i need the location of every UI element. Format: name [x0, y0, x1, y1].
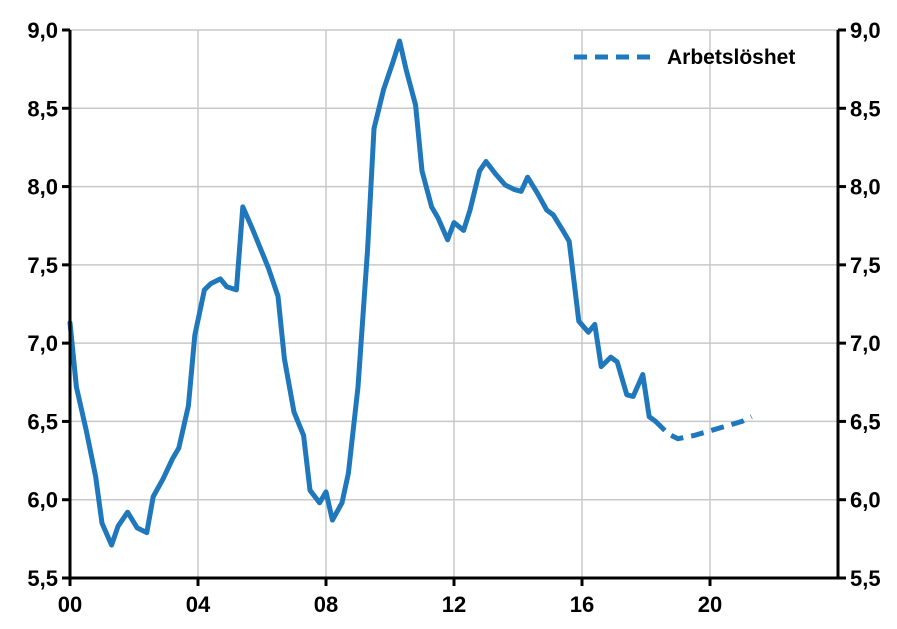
series-line-arbetsloshet-forecast	[656, 417, 752, 439]
right-y-tick-label: 6,0	[850, 488, 881, 513]
left-y-tick-label: 6,5	[27, 409, 58, 434]
right-y-tick-label: 5,5	[850, 566, 881, 591]
right-y-tick-label: 8,0	[850, 175, 881, 200]
right-y-tick-labels: 5,5 6,0 6,5 7,0 7,5 8,0 8,5 9,0	[850, 18, 881, 591]
series-line-arbetsloshet-outcome	[70, 41, 656, 545]
x-tick-label: 00	[58, 592, 82, 617]
left-y-tick-label: 6,0	[27, 488, 58, 513]
left-y-tick-label: 7,0	[27, 331, 58, 356]
right-y-tick-label: 7,5	[850, 253, 881, 278]
left-y-tick-label: 8,0	[27, 175, 58, 200]
left-y-tick-labels: 5,5 6,0 6,5 7,0 7,5 8,0 8,5 9,0	[27, 18, 58, 591]
gridlines	[70, 30, 838, 578]
x-tick-label: 12	[442, 592, 466, 617]
left-y-tick-label: 5,5	[27, 566, 58, 591]
left-y-tick-label: 7,5	[27, 253, 58, 278]
legend-label-arbetsloshet: Arbetslöshet	[667, 46, 795, 69]
right-y-tick-label: 7,0	[850, 331, 881, 356]
left-y-tick-label: 9,0	[27, 18, 58, 43]
legend: Arbetslöshet	[574, 46, 795, 69]
x-tick-label: 20	[698, 592, 722, 617]
x-tick-label: 16	[570, 592, 594, 617]
x-tick-label: 04	[186, 592, 211, 617]
right-y-tick-label: 9,0	[850, 18, 881, 43]
right-y-tick-label: 8,5	[850, 96, 881, 121]
x-tick-labels: 00 04 08 12 16 20	[58, 592, 722, 617]
series-lines	[70, 41, 752, 545]
right-y-tick-label: 6,5	[850, 409, 881, 434]
x-tick-label: 08	[314, 592, 338, 617]
left-y-tick-label: 8,5	[27, 96, 58, 121]
